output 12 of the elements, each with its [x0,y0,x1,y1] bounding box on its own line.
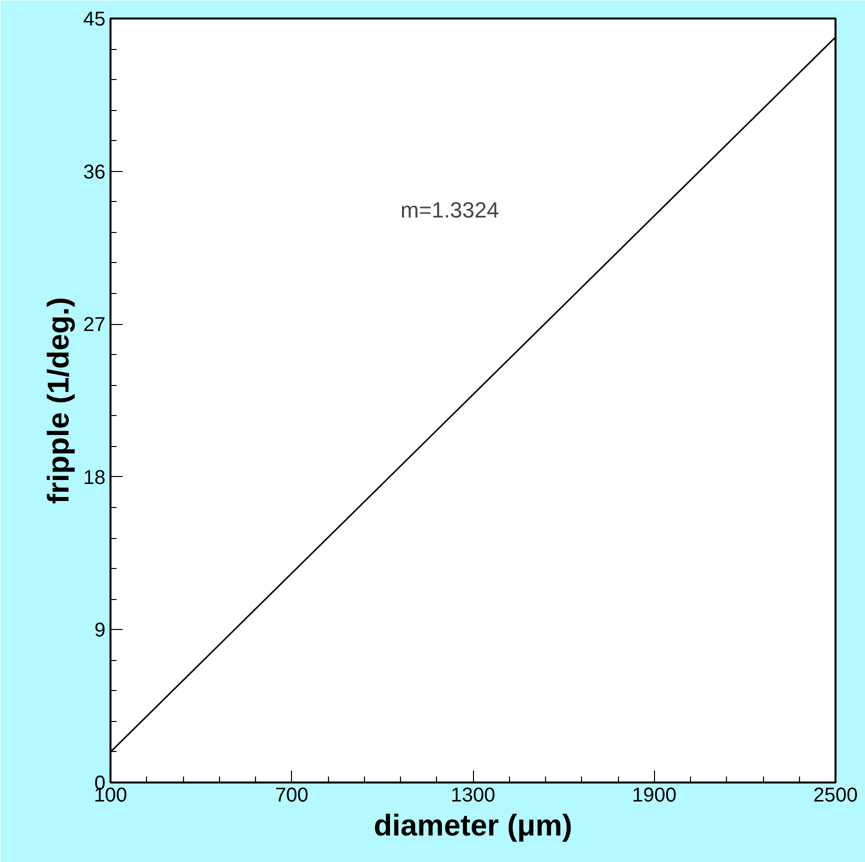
y-axis-title: fripple (1/deg.) [42,297,76,504]
y-tick-label: 18 [83,466,106,489]
y-tick-label: 45 [83,8,106,30]
x-tick-label: 700 [275,784,308,806]
x-tick-label: 2500 [813,784,858,806]
x-tick-label: 1900 [632,784,677,806]
x-axis-title: diameter (μm) [374,810,572,842]
y-tick-label: 9 [94,620,106,642]
annotation: m=1.3324 [400,198,499,222]
y-tick-label: 36 [83,161,106,184]
y-tick-label: 27 [83,314,106,336]
x-tick-label: 1300 [450,784,496,806]
